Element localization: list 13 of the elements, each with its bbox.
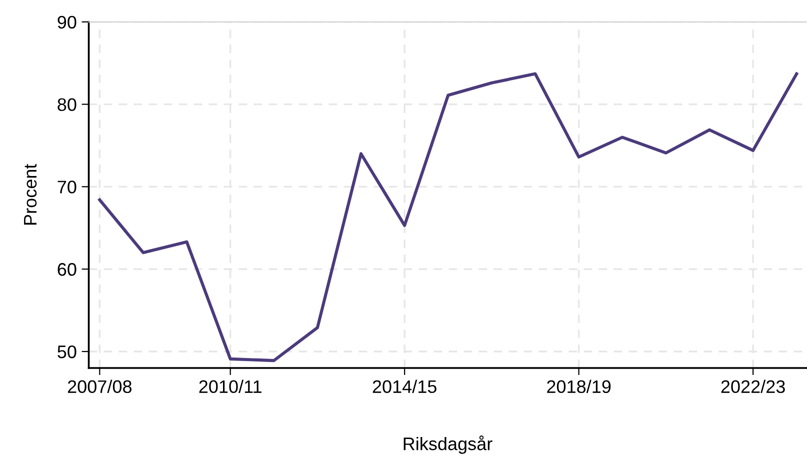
line-series [98, 72, 798, 362]
y-axis-title: Procent [24, 164, 37, 225]
x-tick-label: 2014/15 [372, 380, 436, 394]
y-tick-label: 70 [58, 180, 76, 194]
x-tick-label: 2018/19 [547, 380, 611, 394]
x-tick-label: 2010/11 [199, 380, 262, 394]
x-tick-label: 2022/23 [721, 380, 785, 394]
y-tick-label: 80 [58, 98, 76, 112]
y-tick-label: 60 [58, 263, 76, 276]
y-tick-label: 90 [58, 16, 76, 29]
x-tick-label: 2007/08 [68, 380, 132, 394]
y-tick-label: 50 [58, 345, 76, 358]
x-axis-title: Riksdagsår [404, 436, 492, 454]
